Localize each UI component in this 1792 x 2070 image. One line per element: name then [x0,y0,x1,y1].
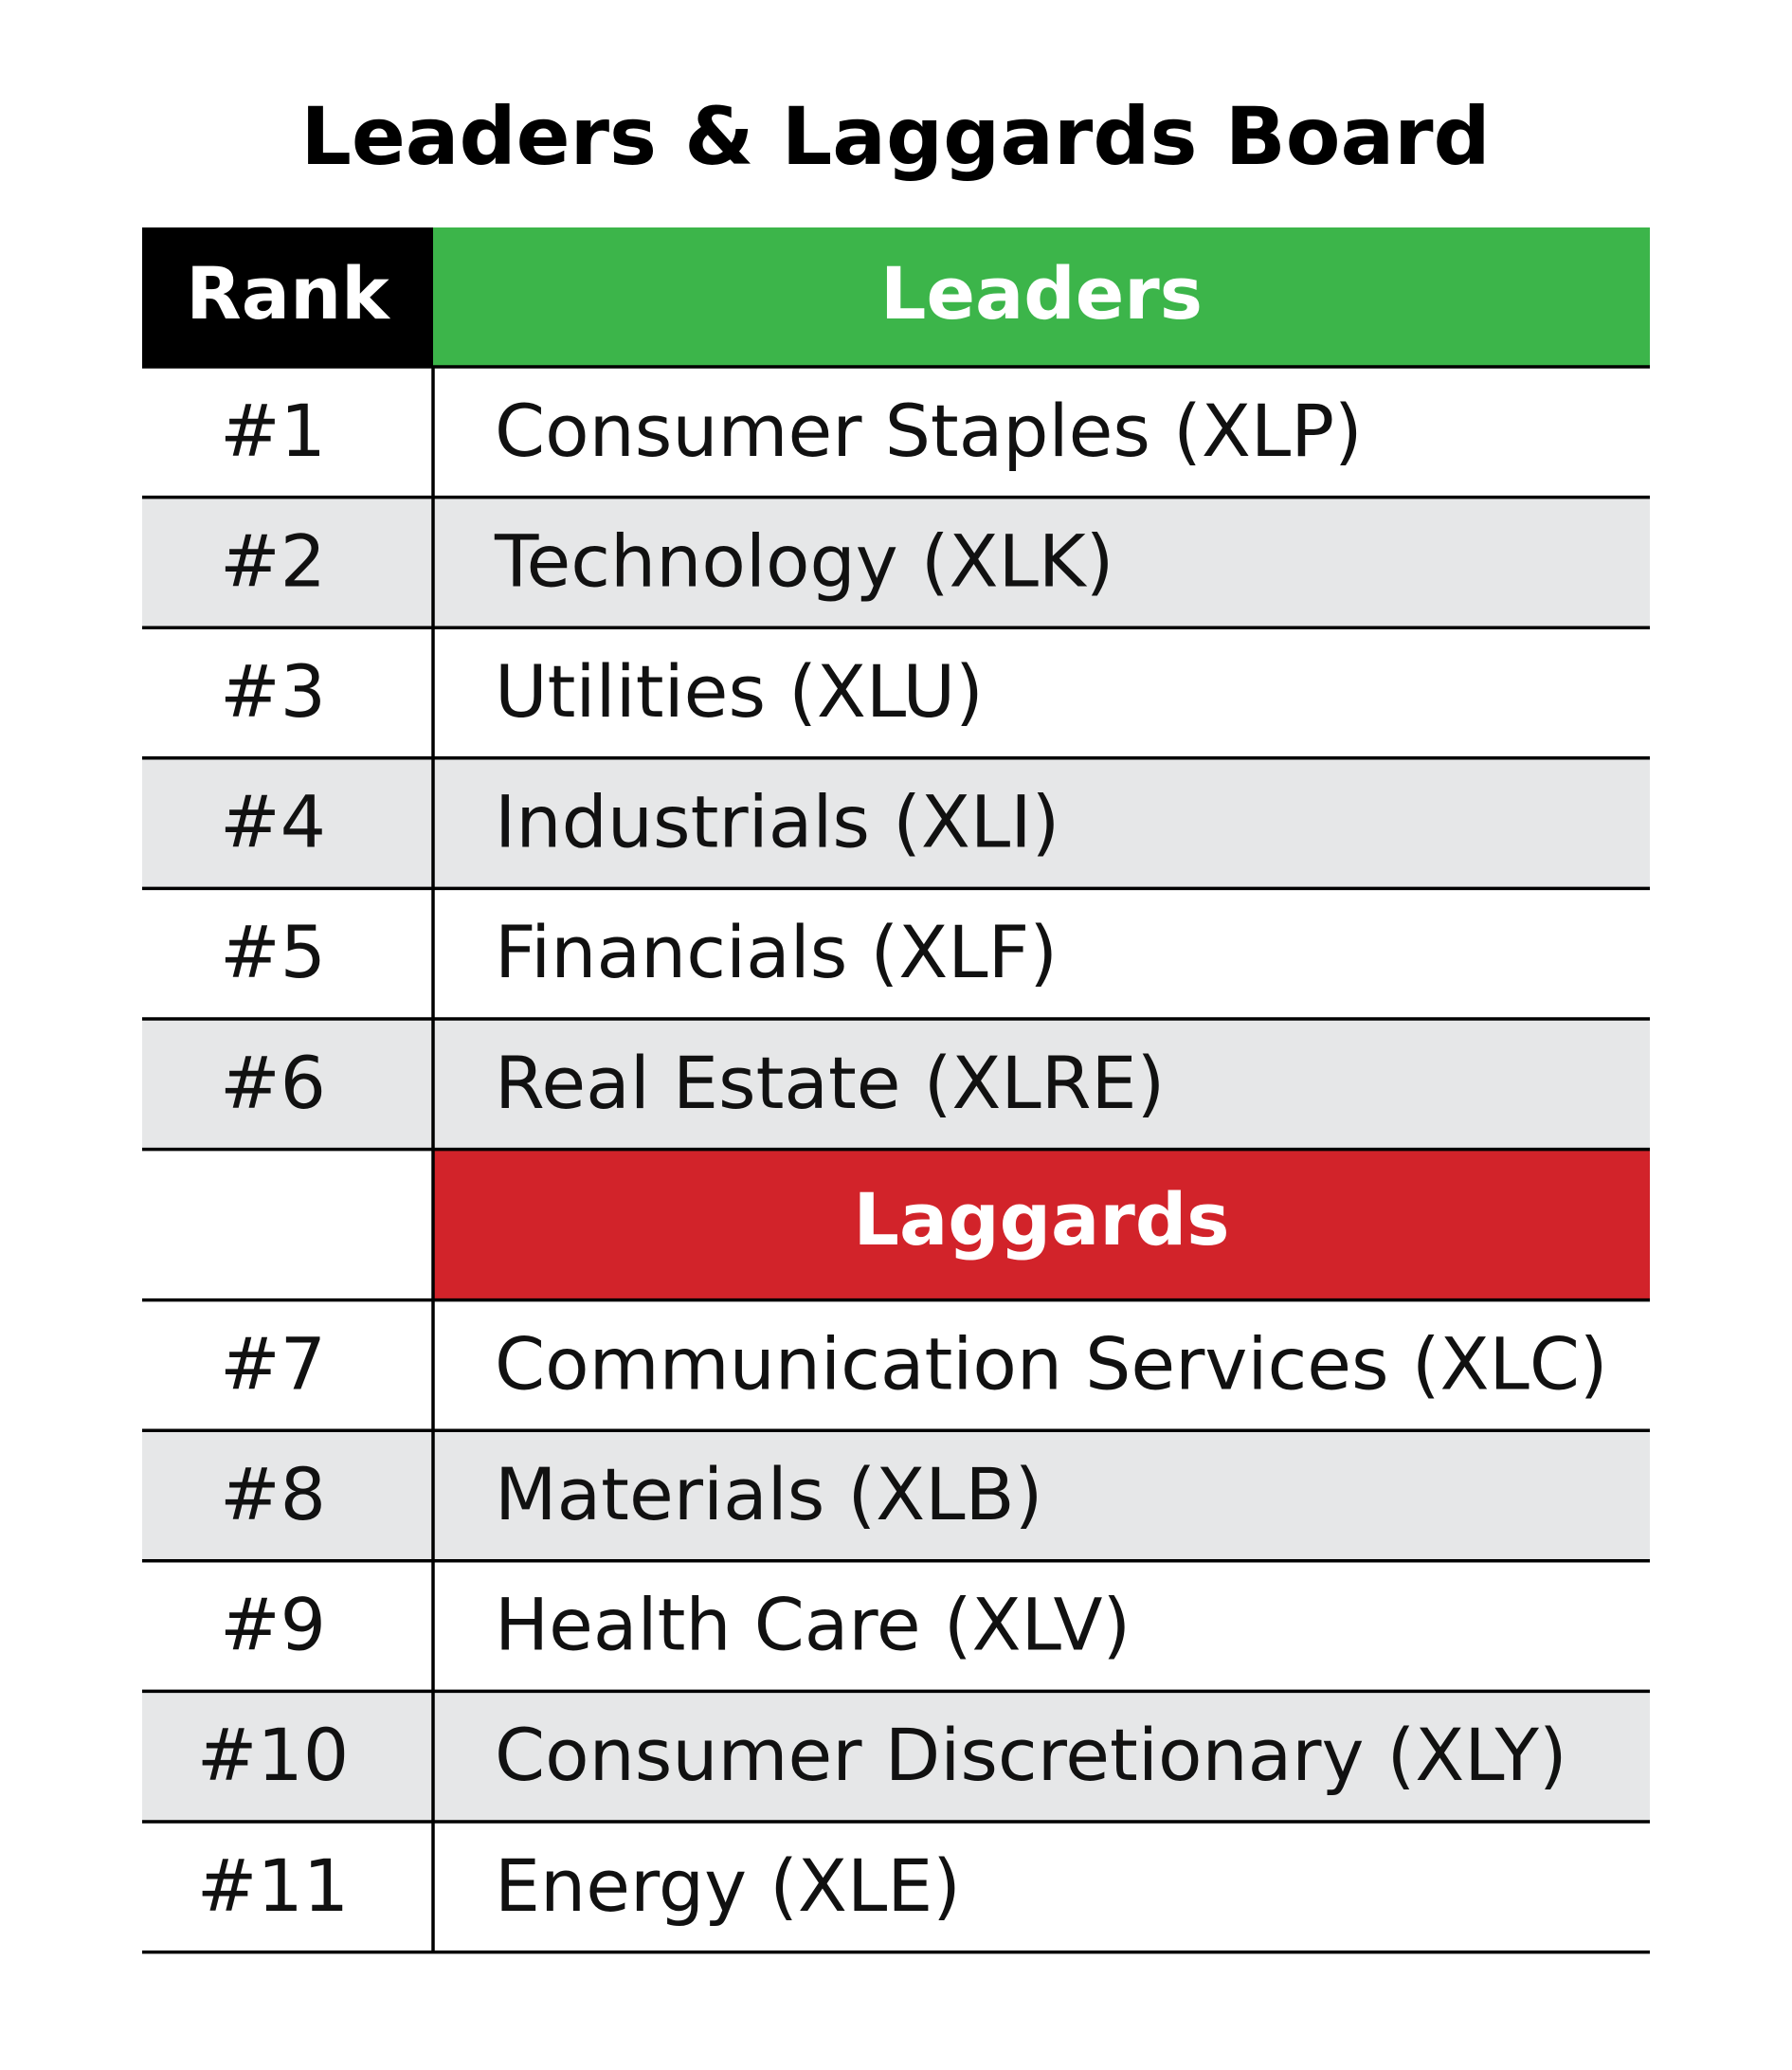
laggards-header: Laggards [854,1177,1230,1262]
sector-cell: Financials (XLF) [495,910,1058,994]
sector-cell: Energy (XLE) [495,1843,961,1928]
rank-cell: #5 [220,910,326,994]
sector-cell: Communication Services (XLC) [495,1321,1608,1406]
rank-cell: #10 [197,1713,349,1797]
rank-cell: #3 [220,649,326,734]
board-title: Leaders & Laggards Board [300,90,1490,183]
laggards-header-cell [433,1149,1650,1300]
rank-cell: #6 [220,1041,326,1125]
sector-cell: Industrials (XLI) [495,780,1059,864]
row-shade [142,1430,1650,1561]
row-shade [142,497,1650,628]
sector-cell: Real Estate (XLRE) [495,1041,1165,1125]
rank-cell: #9 [220,1583,326,1667]
rank-cell: #7 [220,1321,326,1406]
row-shade [142,757,1650,889]
sector-cell: Health Care (XLV) [495,1583,1131,1667]
rank-cell: #4 [220,780,326,864]
leaders-header-cell [433,227,1650,367]
rank-cell: #11 [197,1843,349,1928]
rank-cell: #2 [220,518,326,603]
leaders-header: Leaders [880,251,1203,336]
rank-cell: #8 [220,1452,326,1536]
row-shade [142,1691,1650,1822]
rank-header-cell [142,227,433,367]
row-shade [142,1019,1650,1150]
sector-cell: Technology (XLK) [494,518,1113,603]
sector-cell: Materials (XLB) [495,1452,1042,1536]
sector-cell: Consumer Discretionary (XLY) [495,1713,1567,1797]
rank-cell: #1 [220,389,326,473]
rank-header: Rank [186,251,390,336]
sector-cell: Utilities (XLU) [495,649,984,734]
sector-cell: Consumer Staples (XLP) [495,389,1363,473]
